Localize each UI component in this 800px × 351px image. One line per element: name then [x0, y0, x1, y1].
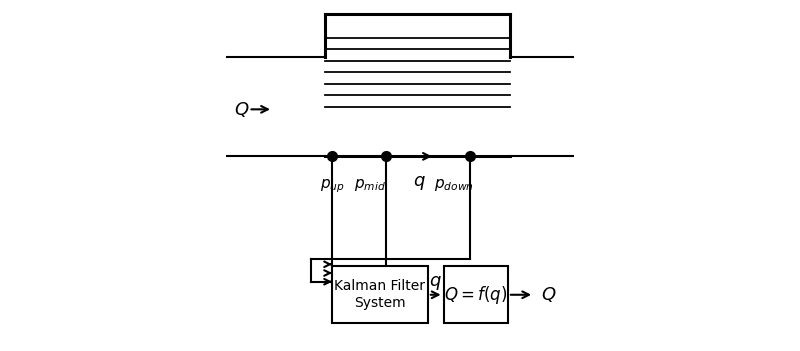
- Bar: [332, 266, 428, 324]
- Text: $q$: $q$: [430, 274, 442, 292]
- Text: $p_{mid}$: $p_{mid}$: [354, 177, 386, 193]
- Text: Kalman Filter: Kalman Filter: [334, 279, 426, 293]
- Text: $q$: $q$: [413, 174, 426, 192]
- Text: $Q$: $Q$: [234, 100, 250, 119]
- Text: $p_{up}$: $p_{up}$: [320, 177, 345, 195]
- Text: $p_{down}$: $p_{down}$: [434, 177, 474, 193]
- Text: System: System: [354, 297, 406, 311]
- Bar: [443, 266, 508, 324]
- Text: $Q$: $Q$: [541, 285, 557, 304]
- Text: $Q = f(q)$: $Q = f(q)$: [444, 284, 507, 306]
